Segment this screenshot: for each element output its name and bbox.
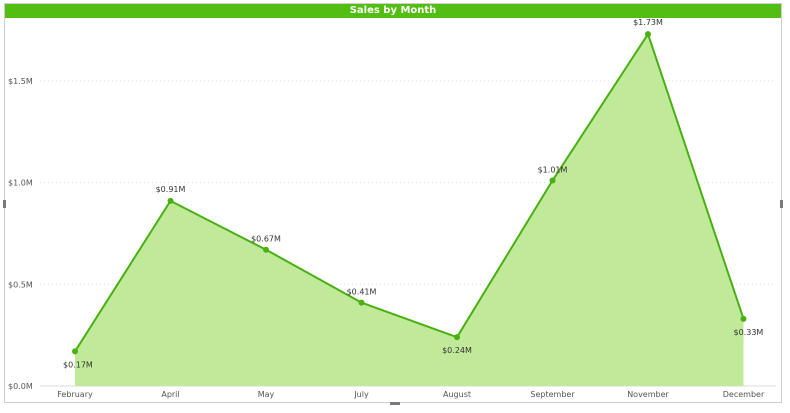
x-tick-label: February [57,390,93,399]
axis-layer: $0.0M $0.5M $1.0M $1.5M February April May July… [8,77,765,399]
data-point[interactable] [358,299,365,306]
x-tick-label: November [627,390,669,399]
resize-handle-bottom[interactable] [390,402,400,405]
data-point[interactable] [72,348,78,355]
line-layer [74,33,745,352]
chart-title: Sales by Month [5,4,781,18]
y-tick-label: $1.0M [8,179,33,188]
x-tick-label: July [353,390,369,399]
area-layer [75,34,744,386]
x-tick-label: August [443,390,471,399]
resize-handle-right[interactable] [780,200,783,208]
x-tick-label: December [723,390,765,399]
data-point[interactable] [549,177,556,184]
data-label: $0.24M [442,346,472,355]
y-tick-label: $0.5M [8,280,33,289]
point-layer [72,31,747,355]
data-label: $0.33M [734,328,764,337]
label-layer: $0.17M $0.91M $0.67M $0.41M $0.24M $1.01M $1.7… [63,18,763,369]
series-area [75,34,744,386]
resize-handle-left[interactable] [3,200,6,208]
data-label: $0.41M [347,288,377,297]
x-tick-label: September [530,390,575,399]
data-label: $1.73M [633,18,663,27]
x-tick-label: April [161,390,179,399]
data-label: $0.67M [251,235,281,244]
y-tick-label: $1.5M [8,77,33,86]
data-point[interactable] [740,315,747,322]
data-point[interactable] [167,197,174,204]
data-point[interactable] [454,334,460,341]
data-label: $0.17M [63,360,93,369]
data-label: $1.01M [538,166,568,175]
data-point[interactable] [263,246,269,253]
y-tick-label: $0.0M [8,382,33,391]
data-point[interactable] [645,31,651,38]
x-tick-label: May [258,390,275,399]
series-line [74,33,745,352]
data-label: $0.91M [156,185,186,194]
